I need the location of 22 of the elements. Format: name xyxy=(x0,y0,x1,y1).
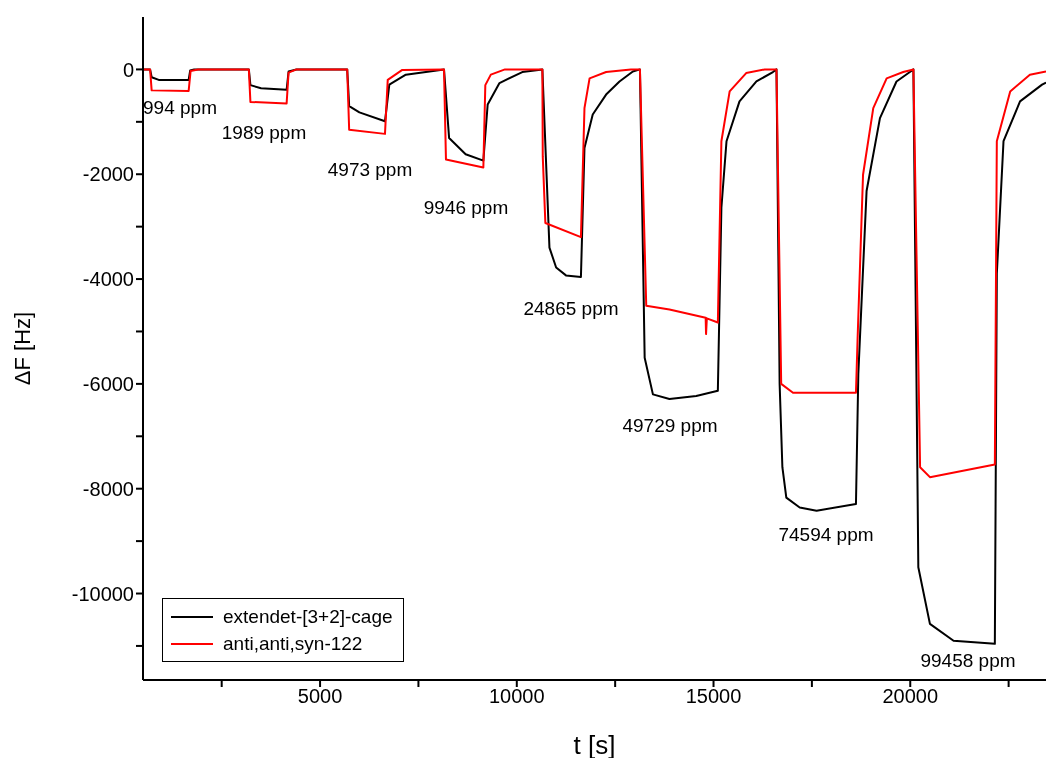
annotation: 1989 ppm xyxy=(221,122,307,144)
annotation: 24865 ppm xyxy=(523,298,619,320)
y-tick-label: -8000 xyxy=(82,477,134,500)
x-tick-label: 15000 xyxy=(685,685,742,708)
y-tick-label: -6000 xyxy=(82,372,134,395)
y-axis-title: ΔF [Hz] xyxy=(9,311,35,386)
annotation: 994 ppm xyxy=(143,97,217,119)
x-tick-label: 20000 xyxy=(882,685,939,708)
x-tick-label: 10000 xyxy=(488,685,545,708)
y-tick-label: 0 xyxy=(122,58,134,81)
legend-label: extendet-[3+2]-cage xyxy=(223,605,393,628)
x-tick-label: 5000 xyxy=(297,685,343,708)
annotation: 9946 ppm xyxy=(423,197,509,219)
y-tick-label: -4000 xyxy=(82,268,134,291)
annotation: 74594 ppm xyxy=(778,524,874,546)
y-tick-label: -2000 xyxy=(82,163,134,186)
annotation: 49729 ppm xyxy=(622,415,718,437)
annotation: 99458 ppm xyxy=(920,650,1016,672)
line-series xyxy=(143,68,1046,479)
y-tick-label: -10000 xyxy=(71,582,134,605)
legend-label: anti,anti,syn-122 xyxy=(223,632,363,655)
annotation: 4973 ppm xyxy=(327,159,413,181)
